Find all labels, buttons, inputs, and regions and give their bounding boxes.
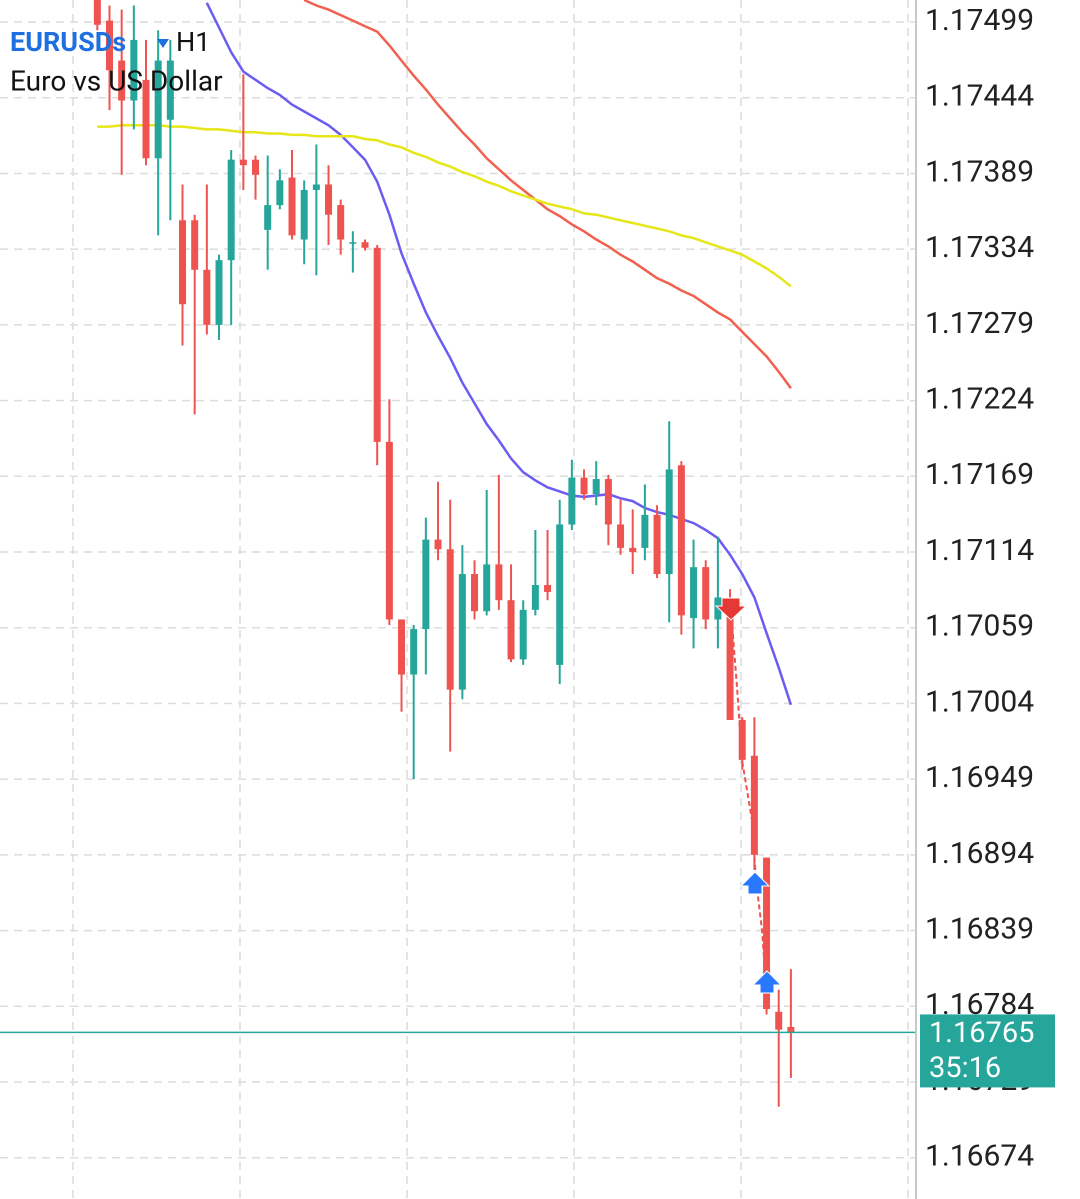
y-tick-label: 1.17499: [925, 3, 1034, 38]
y-tick-label: 1.17114: [925, 533, 1034, 568]
candle-body: [690, 567, 698, 619]
y-tick-label: 1.17169: [925, 457, 1034, 492]
current-price-box: [920, 1014, 1055, 1088]
candle-body: [556, 524, 564, 665]
y-tick-label: 1.17224: [925, 382, 1034, 417]
candle-body: [629, 547, 637, 553]
candle-body: [93, 0, 101, 25]
candle-body: [118, 60, 126, 101]
candle-body: [446, 549, 454, 690]
buy-arrow: [751, 970, 783, 994]
y-tick-label: 1.16949: [925, 760, 1034, 795]
moving-average-line: [97, 124, 792, 288]
y-tick-label: 1.17279: [925, 306, 1034, 341]
candle-body: [604, 479, 612, 525]
candle-body: [239, 159, 247, 166]
y-tick-label: 1.17059: [925, 609, 1034, 644]
trade-markers: [714, 597, 783, 994]
candle-body: [519, 609, 527, 660]
candle-body: [410, 629, 418, 675]
price-grid: [0, 21, 915, 1159]
candle-body: [483, 564, 491, 612]
candle-body: [641, 514, 649, 548]
candle-body: [154, 60, 162, 159]
candle-body: [580, 477, 588, 495]
candle-body: [361, 242, 369, 248]
time-grid: [72, 0, 909, 1199]
candle-body: [276, 180, 284, 206]
candle-body: [398, 619, 406, 675]
y-tick-label: 1.16894: [925, 836, 1034, 871]
candle-body: [337, 205, 345, 240]
candles: [93, 0, 795, 1107]
current-price-label: 1.16765: [929, 1016, 1034, 1050]
sell-arrow: [714, 597, 748, 621]
candle-body: [617, 524, 625, 548]
candle-body: [677, 465, 685, 616]
y-tick-label: 1.17389: [925, 154, 1034, 189]
candle-body: [373, 247, 381, 442]
candle-body: [458, 574, 466, 690]
moving-average-line: [303, 0, 792, 389]
candle-body: [203, 269, 211, 325]
candle-body: [775, 1011, 783, 1030]
candle-body: [507, 600, 515, 660]
candle-body: [179, 220, 187, 305]
candle-body: [702, 567, 710, 620]
candle-body: [763, 857, 771, 1010]
candle-body: [312, 184, 320, 190]
candle-body: [726, 600, 734, 720]
candle-body: [106, 20, 114, 71]
symbol-dropdown[interactable]: [157, 39, 169, 48]
y-tick-label: 1.17004: [925, 684, 1034, 719]
candle-body: [300, 189, 308, 240]
candle-body: [471, 574, 479, 612]
candle-body: [592, 479, 600, 495]
candle-body: [531, 585, 539, 610]
candle-body: [166, 60, 174, 120]
symbol[interactable]: EURUSDs: [10, 26, 126, 58]
y-tick-label: 1.17334: [925, 230, 1034, 265]
timeframe[interactable]: H1: [176, 26, 210, 58]
candle-body: [227, 159, 235, 261]
buy-arrow: [739, 871, 771, 895]
candle-body: [495, 564, 503, 601]
candle-body: [665, 469, 673, 575]
candle-body: [325, 184, 333, 215]
y-tick-label: 1.16674: [925, 1139, 1034, 1174]
trade-path: [730, 609, 767, 986]
candle-body: [738, 719, 746, 760]
candle-body: [191, 220, 199, 270]
candle-body: [422, 539, 430, 630]
candle-body: [434, 539, 442, 550]
header: EURUSDs H1 Euro vs US Dollar: [10, 26, 223, 97]
candle-body: [142, 79, 150, 159]
candle-body: [264, 205, 272, 230]
candle-body: [385, 441, 393, 620]
candle-body: [288, 177, 296, 236]
moving-averages: [97, 0, 793, 706]
y-tick-label: 1.17444: [925, 79, 1034, 114]
y-tick-label: 1.16839: [925, 911, 1034, 946]
candle-body: [653, 514, 661, 575]
countdown-label: 35:16: [929, 1051, 1001, 1085]
candle-body: [130, 39, 138, 101]
candle-body: [787, 1026, 795, 1033]
candle-body: [714, 597, 722, 620]
candle-body: [349, 242, 357, 244]
moving-average-line: [205, 2, 793, 706]
candle-body: [215, 260, 223, 325]
description: Euro vs US Dollar: [10, 64, 223, 97]
candle-body: [544, 585, 552, 592]
candle-body: [750, 755, 758, 855]
candle-body: [568, 477, 576, 525]
candle-body: [252, 159, 260, 175]
